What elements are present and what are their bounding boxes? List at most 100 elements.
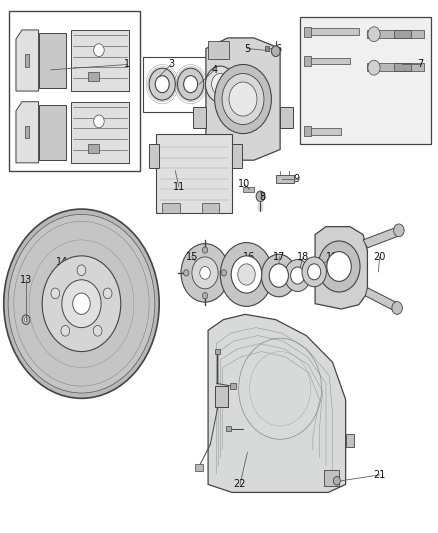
- Bar: [226, 426, 231, 431]
- Polygon shape: [280, 107, 293, 128]
- Text: 4: 4: [212, 65, 218, 75]
- Bar: [215, 349, 220, 354]
- Circle shape: [272, 46, 280, 56]
- Polygon shape: [193, 107, 206, 128]
- Polygon shape: [71, 102, 130, 163]
- Circle shape: [24, 318, 28, 322]
- Polygon shape: [306, 128, 341, 135]
- Text: 9: 9: [293, 174, 300, 184]
- Circle shape: [202, 247, 208, 253]
- Text: 20: 20: [374, 252, 386, 262]
- Text: 13: 13: [20, 275, 32, 285]
- Text: 21: 21: [374, 470, 386, 480]
- Circle shape: [94, 115, 104, 128]
- Bar: [304, 126, 311, 136]
- Text: 11: 11: [173, 182, 185, 192]
- Circle shape: [221, 270, 226, 276]
- Polygon shape: [306, 58, 350, 64]
- Bar: [25, 126, 29, 139]
- Circle shape: [177, 68, 204, 100]
- Circle shape: [285, 260, 311, 292]
- Circle shape: [155, 76, 169, 93]
- Text: 22: 22: [234, 480, 246, 489]
- Polygon shape: [39, 33, 66, 88]
- Circle shape: [8, 214, 155, 393]
- Text: 7: 7: [417, 60, 423, 69]
- Circle shape: [205, 66, 235, 102]
- Circle shape: [269, 264, 288, 287]
- Circle shape: [42, 256, 121, 352]
- Circle shape: [73, 293, 90, 314]
- Circle shape: [184, 76, 198, 93]
- Circle shape: [4, 209, 159, 398]
- Polygon shape: [206, 38, 280, 160]
- Circle shape: [392, 302, 403, 314]
- Circle shape: [192, 257, 218, 289]
- Circle shape: [220, 243, 273, 306]
- Text: 17: 17: [273, 252, 286, 262]
- Circle shape: [368, 60, 380, 75]
- Text: 3: 3: [168, 60, 174, 69]
- Circle shape: [327, 252, 351, 281]
- Bar: [243, 187, 254, 191]
- Circle shape: [22, 315, 30, 325]
- Polygon shape: [394, 63, 411, 71]
- Circle shape: [302, 257, 326, 287]
- Polygon shape: [365, 288, 399, 312]
- Bar: [88, 72, 99, 82]
- Polygon shape: [306, 28, 359, 35]
- Circle shape: [333, 477, 340, 485]
- Bar: [195, 464, 203, 471]
- Circle shape: [77, 265, 86, 276]
- Circle shape: [61, 326, 70, 336]
- Bar: [10, 11, 141, 171]
- Bar: [25, 54, 29, 67]
- Circle shape: [290, 267, 304, 284]
- Polygon shape: [367, 63, 424, 71]
- Circle shape: [202, 293, 208, 299]
- Polygon shape: [208, 314, 346, 492]
- Text: 18: 18: [297, 252, 309, 262]
- Text: 10: 10: [238, 179, 251, 189]
- Text: 5: 5: [244, 44, 251, 53]
- Circle shape: [62, 280, 101, 328]
- Circle shape: [231, 256, 262, 293]
- Text: 14: 14: [56, 257, 68, 267]
- Bar: [208, 41, 229, 59]
- Bar: [162, 203, 180, 213]
- Text: 19: 19: [325, 252, 338, 262]
- Circle shape: [368, 27, 380, 42]
- Bar: [324, 470, 339, 486]
- Text: 1: 1: [124, 60, 131, 69]
- Bar: [304, 27, 311, 37]
- Polygon shape: [315, 227, 367, 309]
- Circle shape: [184, 270, 189, 276]
- Bar: [215, 386, 228, 407]
- Circle shape: [307, 264, 321, 280]
- Bar: [232, 144, 242, 168]
- Polygon shape: [16, 102, 39, 163]
- Circle shape: [238, 264, 255, 285]
- Circle shape: [229, 82, 257, 116]
- Polygon shape: [363, 227, 403, 248]
- Circle shape: [200, 266, 210, 279]
- Polygon shape: [71, 30, 130, 91]
- Polygon shape: [394, 30, 411, 38]
- Text: 15: 15: [186, 252, 198, 262]
- Polygon shape: [16, 30, 39, 91]
- Polygon shape: [155, 134, 232, 213]
- Circle shape: [212, 74, 229, 95]
- Text: 16: 16: [243, 252, 255, 262]
- Polygon shape: [367, 30, 424, 38]
- Circle shape: [318, 241, 360, 292]
- Circle shape: [94, 44, 104, 56]
- Circle shape: [149, 68, 175, 100]
- Bar: [304, 56, 311, 66]
- Circle shape: [261, 254, 296, 297]
- Circle shape: [93, 326, 102, 336]
- Bar: [230, 383, 237, 389]
- Circle shape: [394, 224, 404, 237]
- Circle shape: [215, 64, 272, 134]
- Circle shape: [181, 244, 229, 302]
- Bar: [346, 434, 354, 447]
